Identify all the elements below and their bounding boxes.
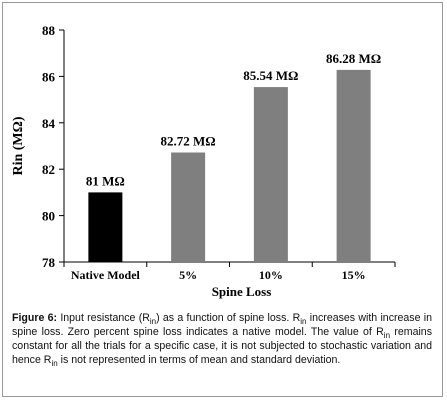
y-tick-label: 84 <box>42 116 56 131</box>
caption-body: Input resistance (Rin) as a function of … <box>12 312 432 369</box>
bar-data-label: 81 MΩ <box>86 173 125 188</box>
bars <box>88 69 371 263</box>
x-tick-label: 5% <box>179 268 197 282</box>
bar <box>88 192 123 262</box>
y-ticks: 78 80 82 84 86 88 <box>42 23 64 270</box>
x-tick-label: Native Model <box>71 268 141 282</box>
y-axis-title: Rin (MΩ) <box>11 116 26 175</box>
bar <box>336 69 371 263</box>
caption-subscript: in <box>300 317 307 327</box>
y-tick-label: 82 <box>42 162 55 177</box>
bar-data-label: 82.72 MΩ <box>161 133 216 148</box>
x-ticks: Native Model 5% 10% 15% <box>63 262 396 282</box>
caption-subscript: in <box>51 359 58 369</box>
y-tick-label: 78 <box>42 255 56 270</box>
bar-data-label: 85.54 MΩ <box>243 68 298 83</box>
x-axis: Native Model 5% 10% 15% <box>63 261 396 282</box>
caption-subscript: in <box>383 331 391 341</box>
bar-data-labels: 81 MΩ 82.72 MΩ 85.54 MΩ 86.28 MΩ <box>86 51 381 188</box>
bar <box>253 87 288 263</box>
y-tick-label: 88 <box>42 23 56 38</box>
caption-subscript: in <box>149 317 157 327</box>
x-tick-label: 10% <box>259 268 283 282</box>
y-tick-label: 86 <box>42 69 56 84</box>
figure-caption: Figure 6: Input resistance (Rin) as a fu… <box>12 311 432 369</box>
y-tick-label: 80 <box>42 209 55 224</box>
bar <box>171 152 206 262</box>
x-axis-title: Spine Loss <box>212 284 272 299</box>
x-tick-label: 15% <box>342 268 366 282</box>
bar-data-label: 86.28 MΩ <box>326 51 381 66</box>
y-axis: 78 80 82 84 86 88 <box>42 23 65 270</box>
caption-label: Figure 6: <box>12 312 58 324</box>
